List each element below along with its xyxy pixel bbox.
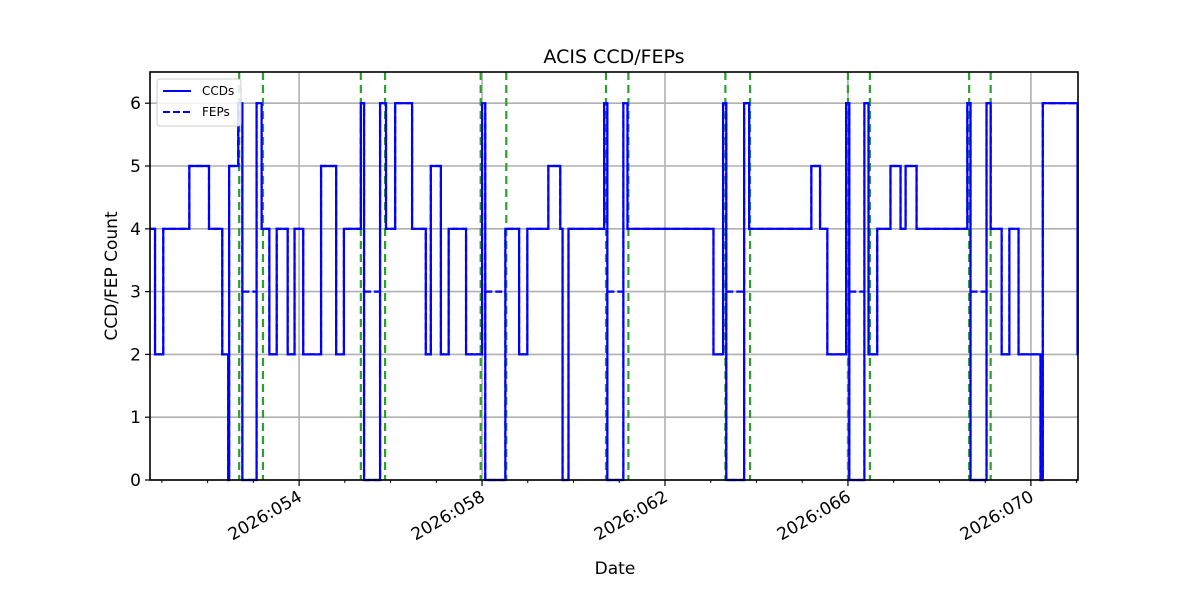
x-tick-label: 2026:070 (957, 487, 1038, 545)
y-tick-label: 2 (130, 345, 141, 365)
y-tick-label: 0 (130, 471, 141, 491)
grid (150, 72, 1078, 481)
feps-line (150, 102, 1079, 482)
x-axis-label: Date (595, 559, 636, 579)
y-axis-label: CCD/FEP Count (102, 211, 122, 341)
y-tick-label: 1 (130, 408, 141, 428)
y-tick-label: 4 (130, 220, 141, 240)
legend-feps-label: FEPs (202, 105, 230, 119)
x-tick-label: 2026:058 (408, 487, 489, 545)
y-tick-label: 6 (130, 94, 141, 114)
legend-ccds-label: CCDs (202, 84, 234, 98)
x-tick-label: 2026:066 (774, 487, 855, 545)
series (150, 102, 1079, 482)
chart-title: ACIS CCD/FEPs (543, 46, 684, 68)
x-axis: 2026:054 2026:058 2026:062 2026:066 2026:070 (161, 480, 1078, 545)
y-tick-label: 3 (130, 283, 141, 303)
legend: CCDs FEPs (156, 78, 242, 127)
x-tick-label: 2026:054 (225, 487, 306, 545)
y-axis: 0 1 2 3 4 5 6 (130, 94, 150, 491)
x-tick-label: 2026:062 (591, 487, 672, 545)
plot-frame (149, 71, 1079, 481)
y-tick-label: 5 (130, 157, 141, 177)
